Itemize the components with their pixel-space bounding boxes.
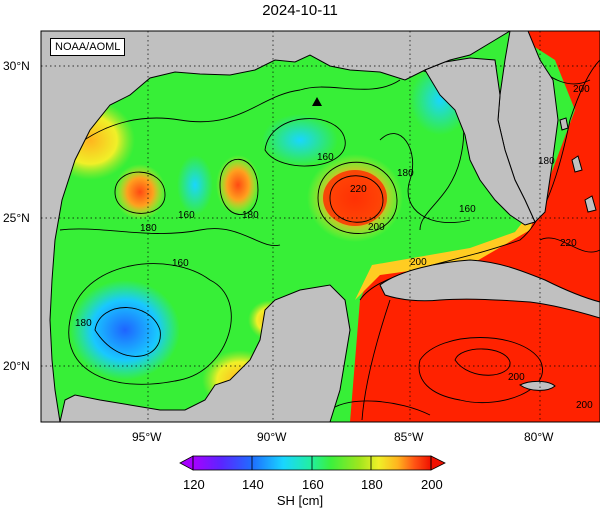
lat-label: 25°N [3,211,30,225]
lon-label: 95°W [132,430,161,444]
bahamas-island [560,118,568,130]
contour-label: 200 [368,222,385,233]
contour-label: 180 [242,210,259,221]
contour-label: 160 [178,210,195,221]
colorbar-max-arrow [431,456,445,470]
colorbar [180,456,445,470]
contour-label: 160 [317,152,334,163]
colorbar-tick: 200 [421,477,443,492]
warm-eddy-core [323,170,387,226]
contour-label: 220 [350,184,367,195]
contour-label: 220 [560,238,577,249]
contour-label: 200 [576,400,593,411]
cold-eddy-west [70,280,180,380]
colorbar-title: SH [cm] [0,493,600,508]
colorbar-tick: 180 [361,477,383,492]
colorbar-tick: 140 [242,477,264,492]
contour-label: 160 [172,258,189,269]
lon-label: 80°W [524,430,553,444]
contour-label: 200 [573,84,590,95]
credit-label: NOAA/AOML [50,38,125,56]
contour-label: 180 [75,318,92,329]
contour-label: 200 [508,372,525,383]
contour-label: 180 [538,156,555,167]
lat-label: 20°N [3,359,30,373]
contour-label: 200 [410,257,427,268]
lon-label: 90°W [257,430,286,444]
colorbar-min-arrow [180,456,193,470]
lon-label: 85°W [394,430,423,444]
colorbar-tick: 120 [183,477,205,492]
lat-label: 30°N [3,59,30,73]
contour-label: 180 [140,223,157,234]
contour-label: 180 [397,168,414,179]
colorbar-tick: 160 [302,477,324,492]
contour-label: 160 [459,204,476,215]
warm-eddy-central [216,155,260,215]
cold-eddy-central [177,155,213,215]
